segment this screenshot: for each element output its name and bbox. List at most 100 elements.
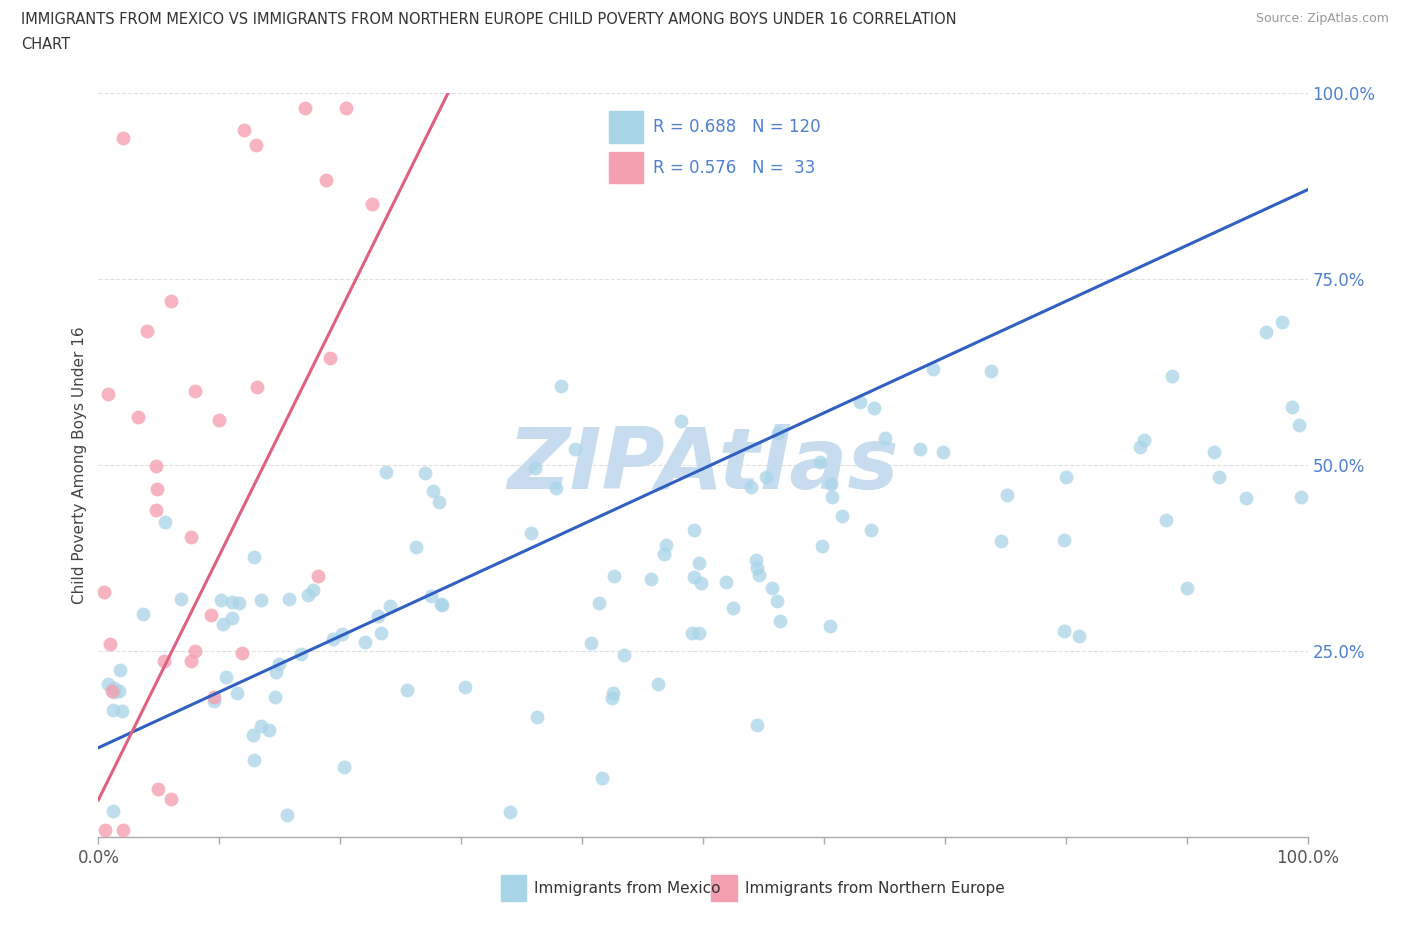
Point — [184, 383, 207, 398]
Point — [290, 646, 312, 661]
Point — [810, 538, 832, 553]
Point — [688, 625, 710, 640]
Point — [765, 593, 787, 608]
Point — [818, 618, 841, 633]
Point — [160, 294, 183, 309]
Point — [831, 509, 853, 524]
Point — [875, 431, 897, 445]
Bar — [711, 875, 737, 901]
Point — [769, 614, 792, 629]
Point — [647, 676, 669, 691]
Point — [318, 351, 340, 365]
Point — [103, 684, 125, 699]
Point — [591, 771, 613, 786]
Point — [613, 647, 636, 662]
Point — [367, 609, 389, 624]
Point — [1154, 512, 1177, 527]
Point — [101, 804, 124, 818]
Point — [297, 588, 319, 603]
Point — [215, 670, 238, 684]
Point — [1271, 314, 1294, 329]
Point — [315, 172, 337, 187]
Point — [361, 196, 384, 211]
Point — [821, 489, 844, 504]
Point — [420, 589, 443, 604]
Point — [153, 654, 176, 669]
Point — [808, 455, 831, 470]
Point — [688, 555, 710, 570]
Point — [183, 644, 205, 658]
Point — [208, 413, 231, 428]
Point — [429, 495, 451, 510]
Point — [422, 484, 444, 498]
Point — [111, 703, 134, 718]
Point — [1202, 445, 1225, 459]
Point — [640, 572, 662, 587]
Point — [755, 470, 778, 485]
Point — [499, 804, 522, 819]
Point — [721, 601, 744, 616]
Point — [588, 596, 610, 611]
Point — [932, 445, 955, 459]
Point — [107, 684, 129, 698]
Point — [97, 676, 120, 691]
Point — [1053, 532, 1076, 547]
Point — [922, 362, 945, 377]
Point — [432, 597, 454, 612]
Point — [1289, 490, 1312, 505]
Point — [249, 718, 271, 733]
Point — [526, 710, 548, 724]
Point — [170, 592, 193, 607]
Point — [159, 791, 181, 806]
Point — [111, 130, 134, 145]
Point — [228, 595, 250, 610]
Y-axis label: Child Poverty Among Boys Under 16: Child Poverty Among Boys Under 16 — [72, 326, 87, 604]
Point — [242, 728, 264, 743]
Point — [221, 595, 243, 610]
Point — [745, 718, 768, 733]
Point — [155, 514, 177, 529]
Point — [1234, 491, 1257, 506]
Point — [1133, 432, 1156, 447]
Point — [1288, 418, 1310, 433]
Point — [652, 546, 675, 561]
Point — [1281, 399, 1303, 414]
Point — [221, 611, 243, 626]
Point — [683, 523, 706, 538]
Point — [145, 502, 167, 517]
Point — [103, 681, 125, 696]
Point — [1069, 629, 1091, 644]
Point — [430, 597, 453, 612]
Point — [146, 482, 169, 497]
Point — [353, 634, 375, 649]
Point — [415, 466, 437, 481]
Point — [110, 662, 132, 677]
Point — [226, 686, 249, 701]
Point — [995, 487, 1018, 502]
Point — [602, 568, 624, 583]
Point — [579, 635, 602, 650]
Point — [332, 759, 354, 774]
Point — [180, 529, 202, 544]
Point — [243, 550, 266, 565]
Point — [990, 534, 1012, 549]
Text: ZIPAtlas: ZIPAtlas — [508, 423, 898, 507]
Point — [405, 539, 427, 554]
Point — [322, 632, 344, 647]
Point — [101, 684, 124, 698]
Point — [257, 722, 280, 737]
Point — [1053, 623, 1076, 638]
Point — [375, 465, 398, 480]
Point — [748, 567, 770, 582]
Point — [335, 100, 357, 115]
Point — [146, 782, 169, 797]
Point — [1175, 581, 1198, 596]
Point — [97, 387, 120, 402]
Point — [98, 636, 121, 651]
Point — [302, 582, 325, 597]
Point — [564, 442, 586, 457]
Text: CHART: CHART — [21, 37, 70, 52]
Point — [602, 685, 624, 700]
Point — [131, 606, 153, 621]
Point — [669, 413, 692, 428]
